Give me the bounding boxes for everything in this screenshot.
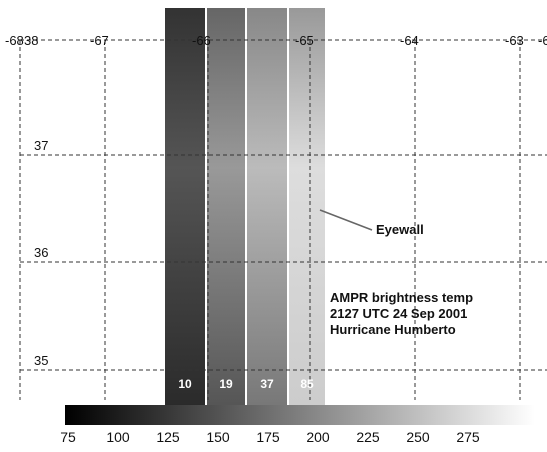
- lon-label: -63: [505, 33, 524, 48]
- colorbar-tick-label: 150: [206, 429, 230, 445]
- lat-label: 37: [34, 138, 48, 153]
- colorbar-tick-label: 125: [156, 429, 180, 445]
- colorbar-tick-label: 225: [356, 429, 380, 445]
- eyewall-label: Eyewall: [376, 222, 424, 237]
- colorbar: [65, 405, 535, 425]
- swath: [165, 8, 205, 408]
- lat-label: 35: [34, 353, 48, 368]
- eyewall-pointer: [319, 209, 373, 231]
- swath: [289, 8, 325, 408]
- lon-label: -6: [538, 33, 547, 48]
- swath: [207, 8, 245, 408]
- lon-label: 38: [24, 33, 38, 48]
- colorbar-tick-label: 100: [106, 429, 130, 445]
- caption-line: AMPR brightness temp: [330, 290, 473, 305]
- lon-label: -65: [295, 33, 314, 48]
- lon-label: -67: [90, 33, 109, 48]
- colorbar-tick-label: 175: [256, 429, 280, 445]
- lon-label: -66: [192, 33, 211, 48]
- colorbar-tick-label: 75: [60, 429, 76, 445]
- graticule: [19, 39, 547, 400]
- lat-label: 36: [34, 245, 48, 260]
- colorbar-tick-label: 275: [456, 429, 480, 445]
- channel-label: 37: [260, 377, 274, 391]
- lon-label: -68: [5, 33, 24, 48]
- swath: [247, 8, 287, 408]
- caption-line: Hurricane Humberto: [330, 322, 456, 337]
- lon-label: -64: [400, 33, 419, 48]
- colorbar-tick-label: 250: [406, 429, 430, 445]
- caption-line: 2127 UTC 24 Sep 2001: [330, 306, 467, 321]
- channel-label: 19: [219, 377, 233, 391]
- colorbar-tick-label: 200: [306, 429, 330, 445]
- channel-label: 10: [178, 377, 192, 391]
- channel-label: 85: [300, 377, 314, 391]
